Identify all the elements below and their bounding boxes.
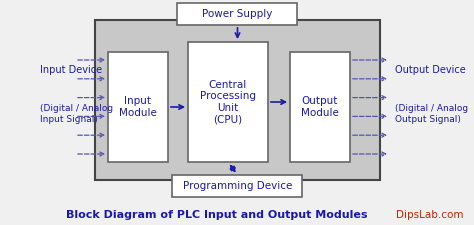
Bar [95,20,380,180]
Bar [188,42,268,162]
Text: Output Device: Output Device [395,65,466,75]
Bar [177,3,298,25]
Bar [290,52,350,162]
Text: Power Supply: Power Supply [202,9,273,19]
Text: Input Device: Input Device [40,65,102,75]
Bar [108,52,168,162]
Text: (Digital / Analog
Output Signal): (Digital / Analog Output Signal) [395,104,468,124]
Text: Programming Device: Programming Device [183,181,292,191]
Text: DipsLab.com: DipsLab.com [396,210,464,220]
Text: (Digital / Analog
Input Signal): (Digital / Analog Input Signal) [40,104,113,124]
Text: Central
Processing
Unit
(CPU): Central Processing Unit (CPU) [200,80,256,124]
Text: Input
Module: Input Module [119,96,157,118]
Text: Block Diagram of PLC Input and Output Modules: Block Diagram of PLC Input and Output Mo… [66,210,368,220]
Text: Output
Module: Output Module [301,96,339,118]
Bar [173,175,302,197]
